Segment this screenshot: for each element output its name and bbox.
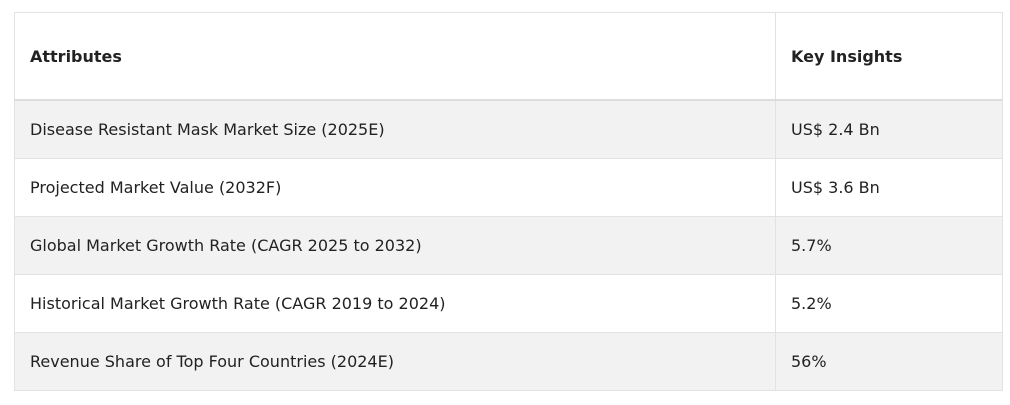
table-row: Revenue Share of Top Four Countries (202… [14, 332, 1003, 391]
table-cell: 56% [775, 332, 1003, 391]
table-cell: US$ 3.6 Bn [775, 158, 1003, 217]
table-cell: 5.2% [775, 274, 1003, 333]
table-cell: US$ 2.4 Bn [775, 99, 1003, 159]
table-row: Historical Market Growth Rate (CAGR 2019… [14, 274, 1003, 333]
table: Attributes Key Insights Disease Resistan… [14, 12, 1003, 391]
table-row: Projected Market Value (2032F) US$ 3.6 Bn [14, 158, 1003, 217]
header-cell: Key Insights [775, 12, 1003, 101]
header-cell: Attributes [14, 12, 776, 101]
table-cell: 5.7% [775, 216, 1003, 275]
table-cell: Global Market Growth Rate (CAGR 2025 to … [14, 216, 776, 275]
table-cell: Revenue Share of Top Four Countries (202… [14, 332, 776, 391]
table-cell: Projected Market Value (2032F) [14, 158, 776, 217]
table-body: Disease Resistant Mask Market Size (2025… [14, 99, 1003, 391]
table-row: Global Market Growth Rate (CAGR 2025 to … [14, 216, 1003, 275]
table-cell: Disease Resistant Mask Market Size (2025… [14, 99, 776, 159]
header-row: Attributes Key Insights [14, 12, 1003, 101]
table-cell: Historical Market Growth Rate (CAGR 2019… [14, 274, 776, 333]
table-row: Disease Resistant Mask Market Size (2025… [14, 99, 1003, 159]
